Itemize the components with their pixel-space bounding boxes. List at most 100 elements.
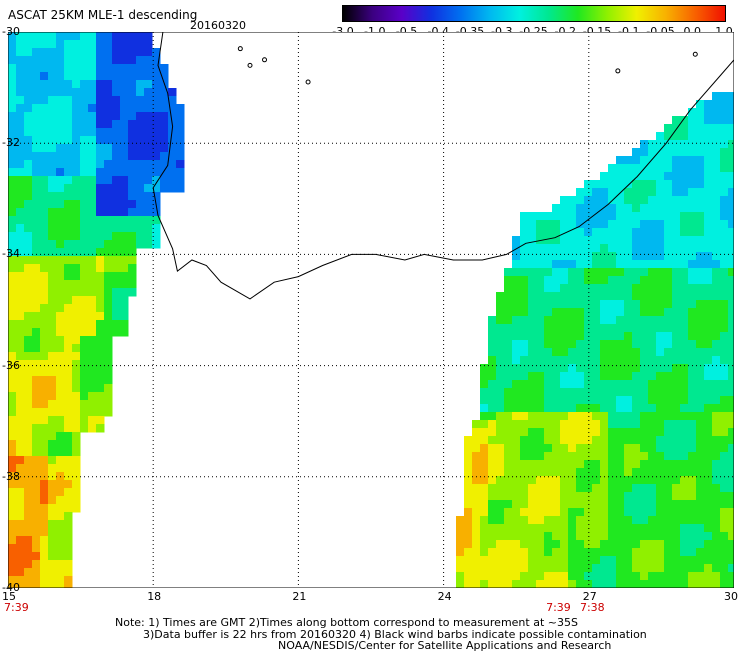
data-cell — [72, 48, 81, 57]
data-cell — [56, 536, 65, 545]
data-cell — [536, 460, 545, 469]
data-cell — [512, 364, 521, 373]
data-cell — [552, 508, 561, 517]
data-cell — [40, 232, 49, 241]
data-cell — [16, 536, 25, 545]
data-cell — [56, 240, 65, 249]
data-cell — [552, 564, 561, 573]
data-cell — [120, 184, 129, 193]
data-cell — [8, 384, 17, 393]
data-cell — [32, 128, 41, 137]
data-cell — [696, 412, 705, 421]
data-cell — [488, 324, 497, 333]
data-cell — [520, 260, 529, 269]
data-cell — [584, 220, 593, 229]
data-cell — [72, 376, 81, 385]
data-cell — [96, 96, 105, 105]
data-cell — [56, 208, 65, 217]
data-cell — [576, 252, 585, 261]
data-cell — [616, 380, 625, 389]
data-cell — [48, 112, 57, 121]
data-cell — [16, 248, 25, 257]
data-cell — [496, 428, 505, 437]
data-cell — [80, 216, 89, 225]
data-cell — [472, 484, 481, 493]
data-cell — [704, 364, 713, 373]
data-cell — [616, 228, 625, 237]
data-cell — [640, 388, 649, 397]
data-cell — [640, 556, 649, 565]
data-cell — [544, 236, 553, 245]
data-cell — [40, 216, 49, 225]
data-cell — [712, 476, 721, 485]
data-cell — [64, 576, 73, 585]
data-cell — [592, 252, 601, 261]
data-cell — [528, 316, 537, 325]
data-cell — [112, 264, 121, 273]
data-cell — [504, 476, 513, 485]
data-cell — [112, 112, 121, 121]
data-cell — [720, 548, 729, 557]
data-cell — [64, 416, 73, 425]
data-cell — [496, 380, 505, 389]
data-cell — [48, 80, 57, 89]
data-cell — [40, 288, 49, 297]
data-cell — [624, 180, 633, 189]
data-cell — [152, 56, 161, 65]
data-cell — [680, 548, 689, 557]
data-cell — [696, 372, 705, 381]
data-cell — [96, 272, 105, 281]
map-panel — [8, 32, 734, 588]
data-cell — [64, 360, 73, 369]
data-cell — [552, 324, 561, 333]
data-cell — [8, 368, 17, 377]
data-cell — [616, 172, 625, 181]
data-cell — [112, 136, 121, 145]
data-cell — [568, 380, 577, 389]
data-cell — [624, 460, 633, 469]
data-cell — [616, 540, 625, 549]
data-cell — [728, 172, 734, 181]
data-cell — [704, 380, 713, 389]
data-cell — [576, 412, 585, 421]
data-cell — [488, 508, 497, 517]
data-cell — [640, 244, 649, 253]
data-cell — [72, 248, 81, 257]
data-cell — [32, 296, 41, 305]
data-cell — [536, 540, 545, 549]
data-cell — [560, 252, 569, 261]
data-cell — [608, 580, 617, 588]
data-cell — [120, 328, 129, 337]
data-cell — [504, 284, 513, 293]
data-cell — [568, 428, 577, 437]
data-cell — [720, 364, 729, 373]
data-cell — [56, 88, 65, 97]
data-cell — [72, 112, 81, 121]
data-cell — [640, 340, 649, 349]
data-cell — [464, 516, 473, 525]
data-cell — [40, 440, 49, 449]
data-cell — [616, 180, 625, 189]
data-cell — [520, 524, 529, 533]
data-cell — [712, 572, 721, 581]
data-cell — [112, 216, 121, 225]
data-cell — [592, 364, 601, 373]
data-cell — [632, 348, 641, 357]
data-cell — [592, 508, 601, 517]
data-cell — [520, 540, 529, 549]
data-cell — [560, 292, 569, 301]
data-cell — [576, 460, 585, 469]
data-cell — [576, 372, 585, 381]
data-cell — [592, 372, 601, 381]
data-cell — [64, 168, 73, 177]
data-cell — [56, 440, 65, 449]
data-cell — [584, 452, 593, 461]
data-cell — [88, 64, 97, 73]
data-cell — [720, 188, 729, 197]
data-cell — [24, 424, 33, 433]
data-cell — [72, 456, 81, 465]
data-cell — [632, 316, 641, 325]
data-cell — [592, 460, 601, 469]
data-cell — [112, 72, 121, 81]
data-cell — [696, 276, 705, 285]
